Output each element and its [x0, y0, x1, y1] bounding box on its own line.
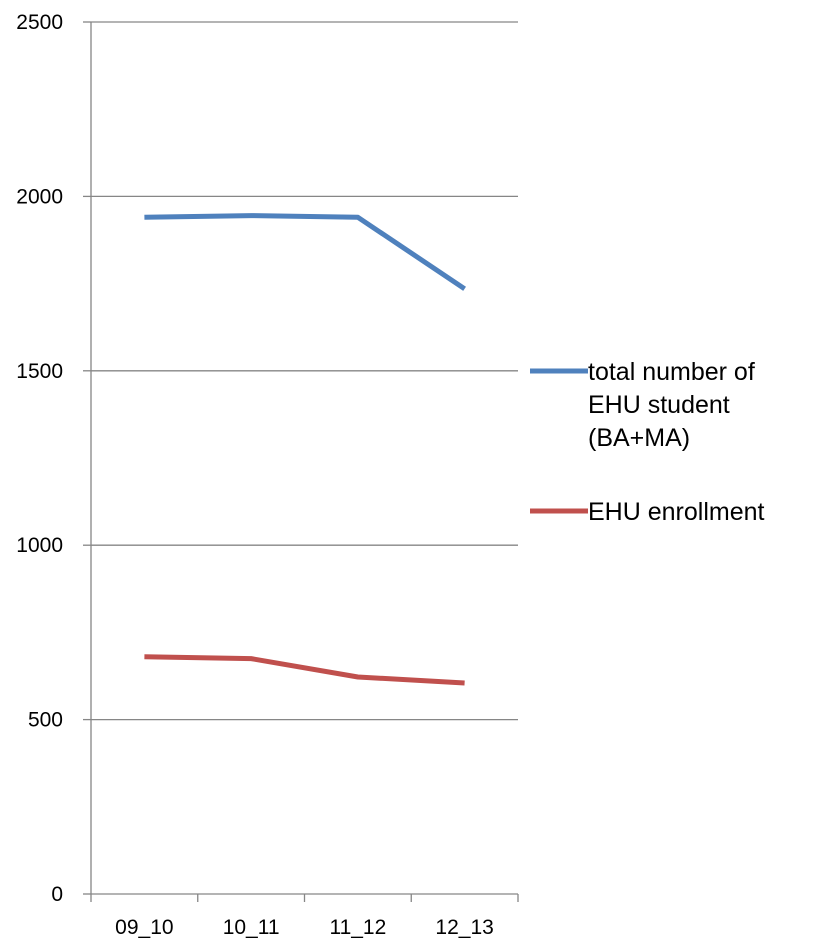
gridlines: [91, 21, 518, 721]
legend-label-0-0: total number of: [588, 358, 755, 386]
x-tick-label-11_12: 11_12: [329, 916, 386, 939]
axes: [83, 21, 519, 902]
legend-item-1: EHU enrollment: [530, 498, 765, 526]
series-line-1: [144, 654, 465, 686]
tick-labels: 0 500 1000 1500 2000 2500 09_10 10_11 11_12 12_13: [16, 11, 494, 939]
x-tick-label-10_11: 10_11: [223, 916, 280, 939]
y-tick-label-1000: 1000: [16, 534, 63, 557]
x-tick-label-12_13: 12_13: [435, 916, 493, 939]
y-tick-label-2000: 2000: [16, 185, 63, 208]
y-tick-label-0: 0: [51, 883, 63, 906]
y-tick-label-500: 500: [28, 709, 63, 732]
legend: total number of EHU student (BA+MA) EHU enr…: [530, 358, 765, 526]
series-line-0: [144, 213, 466, 291]
legend-label-0-1: EHU student: [588, 391, 730, 419]
legend-item-0: total number of EHU student (BA+MA): [530, 358, 755, 452]
y-tick-label-2500: 2500: [16, 11, 63, 34]
legend-label-1-0: EHU enrollment: [588, 498, 765, 526]
legend-label-0-2: (BA+MA): [588, 424, 690, 452]
x-tick-label-09_10: 09_10: [115, 916, 173, 939]
series-lines: [144, 213, 466, 686]
y-tick-label-1500: 1500: [16, 360, 63, 383]
